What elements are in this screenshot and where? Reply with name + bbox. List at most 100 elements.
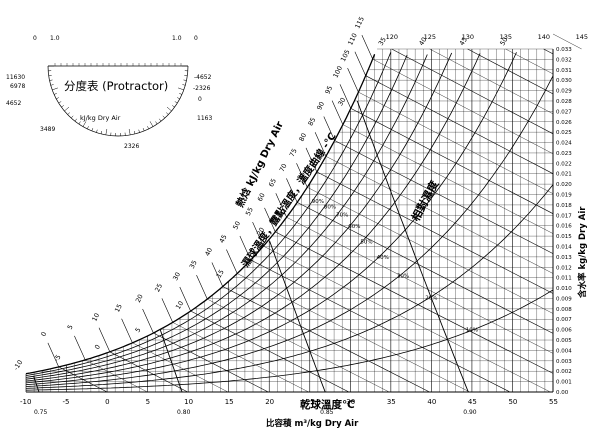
x-tick-label: 35 bbox=[387, 398, 396, 406]
y-tick-label: 0.033 bbox=[556, 47, 572, 53]
enthalpy-tick-label: 45 bbox=[218, 233, 229, 244]
rh-label: 90% bbox=[312, 199, 324, 205]
enthalpy-tick-label: 0 bbox=[39, 331, 48, 338]
protractor-tick bbox=[174, 101, 178, 104]
enthalpy-scale-arm bbox=[252, 221, 264, 247]
enthalpy-tick-label: 35 bbox=[188, 259, 199, 270]
enthalpy-scale-arm bbox=[305, 147, 318, 173]
rh-curve bbox=[25, 54, 408, 378]
protractor-tick bbox=[82, 121, 87, 127]
enthalpy-tick-label: 110 bbox=[346, 32, 359, 47]
x-axis-label: 乾球溫度℃ bbox=[300, 398, 355, 411]
protractor-tick bbox=[56, 97, 59, 100]
x-tick-label: 0 bbox=[105, 398, 109, 406]
y-tick-label: 0.014 bbox=[556, 244, 572, 250]
rh-label: 40% bbox=[377, 255, 389, 261]
y-tick-label: 0.030 bbox=[556, 78, 572, 84]
enthalpy-line bbox=[297, 202, 554, 334]
y-tick-label: 0.003 bbox=[556, 359, 572, 365]
protractor-tick bbox=[177, 97, 180, 100]
protractor-tick bbox=[179, 93, 183, 95]
enthalpy-scale-arm bbox=[361, 34, 373, 60]
y-tick-label: 0.021 bbox=[556, 172, 572, 178]
y-tick-label: 0.025 bbox=[556, 130, 572, 136]
enthalpy-line bbox=[391, 48, 554, 135]
y-tick-label: 0.010 bbox=[556, 286, 572, 292]
saturation-tick-label: 30 bbox=[336, 96, 347, 107]
chart-curves bbox=[25, 33, 582, 393]
protractor-label-left-top: 11630 bbox=[6, 74, 25, 81]
enthalpy-line bbox=[334, 140, 554, 254]
enthalpy-tick-label: 90 bbox=[315, 100, 326, 111]
specific-volume-line bbox=[33, 376, 40, 393]
enthalpy-tick-label: 40 bbox=[203, 246, 214, 257]
protractor-label-top-left: 1.0 bbox=[50, 35, 60, 42]
rh-label: 10% bbox=[466, 327, 478, 333]
enthalpy-tick-label: 55 bbox=[244, 206, 255, 217]
rh-curve bbox=[25, 184, 554, 389]
protractor-label-left-mid: 6978 bbox=[10, 83, 25, 90]
enthalpy-top-label: 135 bbox=[500, 33, 512, 41]
enthalpy-line bbox=[172, 322, 309, 393]
enthalpy-scale-arm bbox=[347, 67, 359, 93]
rh-curve bbox=[25, 52, 392, 376]
protractor-tick bbox=[49, 79, 53, 81]
specific-volume-tick: 0.80 bbox=[177, 409, 191, 416]
protractor-tick bbox=[100, 130, 103, 134]
protractor-label-right-low: 1163 bbox=[197, 115, 212, 122]
enthalpy-line bbox=[286, 217, 554, 354]
y-tick-label: 0.004 bbox=[556, 348, 572, 354]
enthalpy-line bbox=[190, 310, 350, 393]
protractor-label-right-mid: -2326 bbox=[193, 85, 211, 92]
enthalpy-scale-arm bbox=[74, 335, 86, 361]
rh-label: 50% bbox=[360, 239, 372, 245]
enthalpy-tick-label: 70 bbox=[278, 162, 289, 173]
y-tick-label: 0.007 bbox=[556, 317, 572, 323]
protractor-tick bbox=[50, 84, 54, 86]
protractor-tick bbox=[67, 112, 70, 115]
enthalpy-line bbox=[263, 245, 551, 393]
enthalpy-line bbox=[316, 171, 554, 294]
enthalpy-scale-arm bbox=[47, 342, 59, 368]
protractor-subtitle: kJ/kg Dry Air bbox=[80, 114, 121, 122]
protractor-label-right-zero: 0 bbox=[198, 96, 202, 103]
protractor-tick bbox=[166, 112, 169, 115]
x-tick-label: 5 bbox=[146, 398, 150, 406]
enthalpy-tick-label: 105 bbox=[339, 48, 352, 63]
x-tick-label: 20 bbox=[265, 398, 274, 406]
enthalpy-line bbox=[207, 298, 390, 393]
protractor-label-top-left-zero: 0 bbox=[33, 35, 37, 42]
protractor-tick bbox=[133, 130, 136, 134]
saturation-tick-label: 35 bbox=[377, 36, 388, 47]
y-tick-label: 0.024 bbox=[556, 141, 572, 147]
y-tick-label: 0.002 bbox=[556, 369, 572, 375]
enthalpy-line bbox=[467, 48, 554, 95]
rh-label: 20% bbox=[425, 296, 437, 302]
enthalpy-tick-label: 85 bbox=[307, 116, 318, 127]
rh-label: 70% bbox=[336, 213, 348, 219]
enthalpy-scale-arm bbox=[161, 298, 173, 323]
protractor-tick bbox=[183, 79, 187, 81]
specific-volume-tick: 0.75 bbox=[34, 409, 48, 416]
protractor-label-top-right: 1.0 bbox=[172, 35, 182, 42]
enthalpy-line bbox=[350, 108, 554, 214]
enthalpy-line bbox=[250, 259, 511, 393]
enthalpy-scale-arm bbox=[98, 327, 111, 352]
saturation-tick-label: 50 bbox=[498, 36, 509, 47]
protractor-label-bottom-left: 3489 bbox=[40, 126, 55, 133]
protractor-tick bbox=[87, 126, 89, 130]
y-tick-label: 0.022 bbox=[556, 161, 572, 167]
saturation-tick-label: 45 bbox=[458, 36, 469, 47]
enthalpy-scale-arm bbox=[354, 51, 366, 76]
enthalpy-tick-label: 10 bbox=[90, 312, 101, 323]
enthalpy-tick-label: 115 bbox=[353, 15, 366, 30]
x-tick-label: 15 bbox=[225, 398, 234, 406]
protractor-tick bbox=[53, 93, 57, 95]
x-tick-label: -5 bbox=[63, 398, 70, 406]
enthalpy-scale-arm bbox=[121, 318, 133, 343]
y-tick-label: 0.016 bbox=[556, 224, 572, 230]
protractor-tick bbox=[96, 129, 98, 133]
enthalpy-line bbox=[307, 187, 554, 314]
enthalpy-scale-arm bbox=[264, 207, 276, 233]
